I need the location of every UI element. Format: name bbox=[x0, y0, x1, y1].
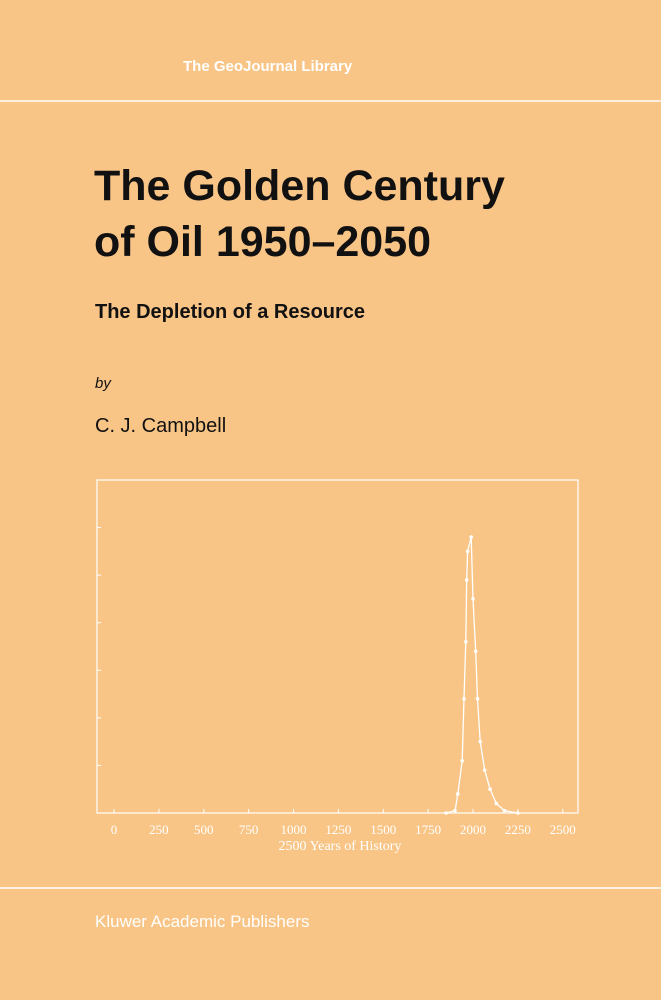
series-name: The GeoJournal Library bbox=[183, 58, 353, 75]
data-point bbox=[475, 697, 480, 701]
data-line bbox=[445, 536, 519, 814]
data-point bbox=[464, 639, 468, 644]
data-point bbox=[465, 549, 470, 554]
data-point bbox=[453, 808, 457, 813]
x-tick-label: 1250 bbox=[325, 822, 351, 837]
data-point bbox=[469, 535, 474, 539]
x-tick-label: 750 bbox=[239, 822, 259, 837]
chart-frame bbox=[96, 479, 579, 814]
data-point bbox=[455, 792, 460, 796]
data-point bbox=[473, 649, 478, 654]
title-line: of Oil 1950–2050 bbox=[94, 218, 431, 266]
publisher: Kluwer Academic Publishers bbox=[95, 912, 309, 931]
data-point bbox=[494, 801, 499, 806]
x-tick-label: 1500 bbox=[370, 822, 396, 837]
data-point bbox=[502, 808, 507, 813]
data-point bbox=[471, 597, 475, 601]
x-axis-label: 2500 Years of History bbox=[279, 839, 402, 854]
data-point bbox=[460, 758, 465, 763]
x-tick-label: 2500 bbox=[550, 822, 576, 837]
x-tick-label: 1000 bbox=[281, 822, 307, 837]
data-point bbox=[516, 811, 520, 815]
x-tick-label: 2250 bbox=[505, 822, 531, 837]
data-point bbox=[444, 811, 448, 815]
data-point bbox=[482, 768, 487, 772]
data-point bbox=[462, 697, 466, 701]
subtitle: The Depletion of a Resource bbox=[95, 301, 365, 323]
x-tick-label: 500 bbox=[194, 822, 214, 837]
x-tick-label: 1750 bbox=[415, 822, 441, 837]
x-tick-label: 250 bbox=[149, 822, 169, 837]
x-tick-label: 2000 bbox=[460, 822, 486, 837]
data-point bbox=[478, 739, 482, 744]
title-line: The Golden Century bbox=[94, 162, 505, 210]
by: by bbox=[95, 375, 112, 392]
author: C. J. Campbell bbox=[95, 415, 226, 437]
data-point bbox=[488, 787, 492, 792]
x-tick-label: 0 bbox=[111, 822, 118, 837]
data-point bbox=[464, 578, 469, 582]
